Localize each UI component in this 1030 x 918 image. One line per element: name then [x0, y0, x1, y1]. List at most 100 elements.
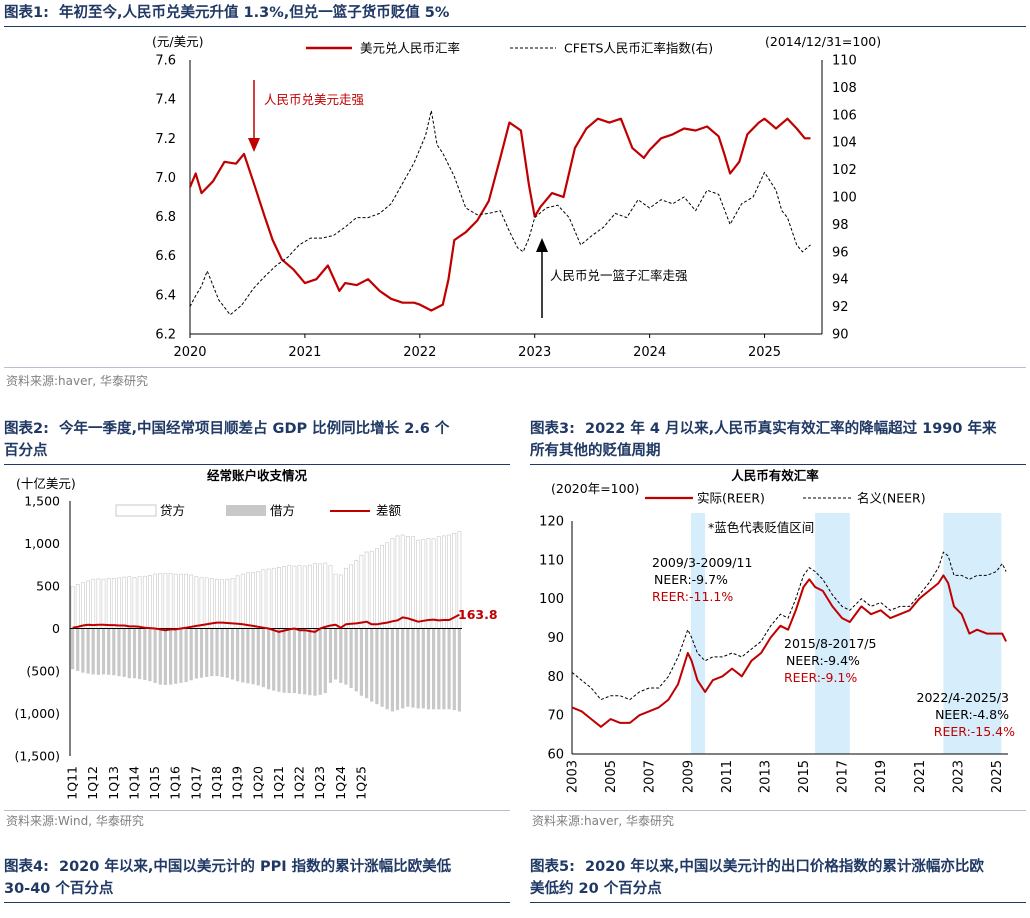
fig2-credit-bar: [302, 565, 307, 629]
fig2-credit-bar: [70, 586, 75, 629]
fig2-debit-bar: [390, 628, 394, 712]
fig2-credit-bar: [431, 538, 436, 629]
fig2-debit-bar: [184, 628, 188, 683]
fig2-credit-bar: [220, 579, 225, 629]
fig2-credit-bar: [75, 584, 80, 629]
fig2-debit-bar: [163, 628, 167, 685]
fig1-legend-usdcny: 美元兑人民币汇率: [360, 41, 460, 56]
fig2-credit-bar: [349, 564, 354, 629]
fig2-credit-bar: [204, 577, 209, 629]
fig3-annotation-period: 2009/3-2009/11: [652, 555, 752, 570]
fig1-x-tick-label: 2020: [173, 345, 206, 360]
fig2-debit-bar: [359, 628, 363, 696]
fig2-credit-bar: [127, 576, 132, 629]
fig2-source: 资料来源:Wind, 华泰研究: [6, 814, 144, 828]
fig3-y-tick-label: 80: [547, 670, 564, 685]
fig2-chart: 经常账户收支情况 (十亿美元) 1,500 1,000 500 0 (500) (1,000)…: [14, 468, 497, 800]
fig2-debit-bar: [292, 628, 296, 694]
fig2-credit-bar: [405, 536, 410, 629]
fig2-debit-bar: [452, 628, 456, 711]
fig2-credit-bar: [184, 573, 189, 629]
fig4-title-rule: [4, 902, 510, 903]
fig2-title-rule: [4, 464, 510, 465]
fig3-x-tick-label: 2013: [758, 760, 773, 793]
fig2-x-tick-label: 1Q14: [127, 766, 142, 800]
fig2-credit-bar: [91, 579, 96, 629]
fig1-right-tick-label: 104: [832, 136, 857, 151]
fig2-credit-bar: [307, 564, 312, 629]
fig2-credit-bar: [364, 551, 369, 629]
fig1-annotation-usd: 人民币兑美元走强: [264, 92, 365, 107]
fig3-annotation-reer: REER:-15.4%: [934, 724, 1015, 739]
fig2-credit-bar: [117, 577, 121, 629]
fig2-debit-bar: [91, 628, 95, 675]
fig2-credit-bar: [209, 578, 214, 629]
fig3-x-tick-label: 2007: [643, 760, 658, 793]
fig2-y-tick-label: 1,000: [24, 536, 60, 551]
fig3-shaded-period: [691, 513, 706, 754]
fig2-credit-bar: [86, 580, 91, 629]
fig2-debit-bar: [339, 628, 343, 683]
fig2-x-tick-label: 1Q21: [271, 766, 286, 800]
fig2-debit-bar: [261, 628, 265, 688]
fig2-debit-bar: [138, 628, 142, 680]
fig2-legend-swatch-credit: [115, 504, 157, 517]
fig3-title-rule: [530, 464, 1026, 465]
fig2-debit-bar: [277, 628, 281, 692]
fig2-debit-bar: [354, 628, 358, 692]
fig2-debit-bar: [323, 628, 327, 694]
fig2-debit-bar: [117, 628, 121, 677]
fig2-debit-bar: [328, 628, 333, 683]
fig2-debit-bar: [112, 628, 116, 676]
fig2-credit-bar: [142, 575, 147, 629]
fig2-legend-balance: 差额: [376, 503, 402, 518]
fig2-debit-bar: [143, 628, 147, 680]
fig2-legend-swatch-debit: [226, 505, 266, 516]
fig2-credit-bar: [297, 565, 302, 629]
fig2-debit-bar: [179, 628, 183, 683]
fig3-x-tick-label: 2015: [797, 760, 812, 793]
fig2-credit-bar: [369, 550, 374, 629]
fig3-reer-line: [571, 574, 1007, 728]
fig3-y-tick-label: 70: [547, 709, 564, 724]
fig1-title: 图表1: 年初至今,人民币兑美元升值 1.3%,但兑一篮子货币贬值 5%: [4, 5, 450, 21]
fig1-chart: 6.2 6.4 6.6 6.8 7.0 7.2 7.4 7.6 90 92 94 96 98 100 102…: [152, 34, 881, 360]
fig2-credit-bar: [276, 567, 281, 629]
fig2-debit-bar: [225, 628, 229, 678]
fig1-x-tick-label: 2023: [518, 345, 551, 360]
fig2-debit-bar: [122, 628, 126, 677]
fig2-debit-bar: [334, 628, 338, 680]
fig1-right-tick-label: 100: [832, 191, 857, 206]
fig1-right-unit-label: (2014/12/31=100): [765, 34, 881, 49]
fig3-chart-title: 人民币有效汇率: [731, 468, 819, 483]
fig2-credit-bar: [137, 576, 142, 629]
fig2-debit-bar: [107, 628, 111, 675]
fig2-debit-bar: [169, 628, 173, 685]
fig2-debit-bar: [401, 628, 405, 709]
fig3-annotation-reer: REER:-9.1%: [784, 670, 857, 685]
fig2-debit-bar: [194, 628, 198, 679]
fig2-credit-bar: [189, 574, 194, 629]
fig2-credit-bar: [421, 539, 426, 629]
fig2-credit-bar: [447, 534, 452, 629]
fig2-debit-bar: [189, 628, 193, 681]
fig3-title: 图表3: 2022 年 4 月以来,人民币真实有效汇率的降幅超过 1990 年来…: [530, 421, 997, 459]
fig5-title: 图表5: 2020 年以来,中国以美元计的出口价格指数的累计涨幅亦比欧 美低约 …: [530, 859, 984, 897]
fig1-right-tick-label: 110: [832, 54, 857, 69]
fig2-credit-bar: [194, 576, 199, 629]
fig2-credit-bar: [395, 535, 400, 629]
fig3-y-tick-label: 110: [539, 553, 564, 568]
fig2-credit-bar: [287, 565, 292, 629]
fig2-credit-bar: [246, 572, 250, 629]
fig2-credit-bar: [359, 555, 364, 629]
fig3-neer-line: [571, 551, 1007, 701]
fig2-debit-bar: [457, 628, 461, 712]
fig2-debit-bar: [86, 628, 90, 674]
fig1-right-tick-label: 92: [832, 300, 849, 315]
fig2-debit-bar: [230, 628, 235, 680]
fig2-debit-bar: [437, 628, 441, 710]
fig3-y-tick-label: 90: [547, 631, 564, 646]
fig2-debit-bar: [375, 628, 379, 705]
fig2-y-tick-label: (1,000): [14, 706, 60, 721]
fig3-bottom-rule: [530, 810, 1026, 811]
